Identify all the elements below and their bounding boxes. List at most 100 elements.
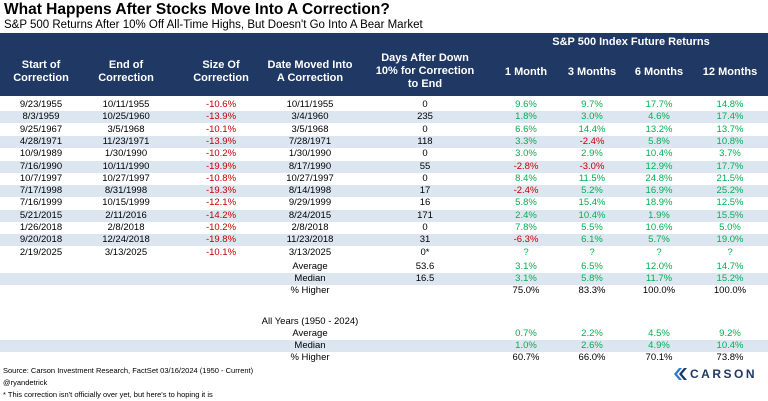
table-cell: 10/9/1989 (19, 148, 63, 160)
all-years-title: All Years (1950 - 2024) (0, 316, 768, 328)
table-header (0, 33, 768, 96)
summary-days: 53.6 (415, 260, 435, 272)
table-cell: 9/20/2018 (19, 234, 63, 246)
all-years-m1: 0.7% (515, 328, 537, 339)
table-cell: -19.9% (205, 160, 237, 172)
table-cell: 10/11/1955 (102, 99, 150, 110)
table-cell: 10/27/1997 (286, 172, 334, 184)
table-cell: 7/16/1990 (19, 160, 63, 172)
summary-m3: 6.5% (581, 260, 603, 272)
table-cell: -10.2% (205, 222, 237, 233)
table-row: 7/16/1999 10/15/1999 -12.1% 9/29/1999 16 5.8%… (0, 197, 768, 209)
all-years-m6: 70.1% (645, 352, 673, 363)
table-cell: 0 (422, 172, 428, 184)
all-years-m1: 60.7% (512, 352, 540, 363)
all-years-row: % Higher 60.7% 66.0% 70.1% 73.8% (0, 352, 768, 364)
column-header: 1 Month (504, 66, 548, 78)
summary-days: 16.5 (415, 272, 435, 284)
table-cell: 55 (419, 160, 431, 172)
table-cell: 235 (417, 111, 433, 123)
carson-logo-text: CARSON (690, 367, 758, 381)
column-header: End of Correction (98, 59, 154, 84)
table-cell: 17.4% (716, 111, 744, 123)
table-cell: 1/30/1990 (104, 148, 148, 160)
table-cell: -10.6% (205, 99, 237, 110)
summary-row: Average 53.6 3.1% 6.5% 12.0% 14.7% (0, 261, 768, 273)
table-cell: 25.2% (716, 185, 744, 197)
table-cell: 10/15/1999 (102, 197, 150, 209)
summary-m3: 5.8% (581, 272, 603, 284)
table-cell: 5/21/2015 (19, 209, 63, 221)
table-cell: -6.3% (513, 234, 539, 246)
table-cell: 15.4% (578, 197, 606, 209)
table-cell: -19.3% (205, 185, 237, 197)
table-cell: 2/19/2025 (19, 246, 63, 258)
summary-m12: 100.0% (713, 284, 747, 296)
column-header: 6 Months (634, 66, 684, 78)
table-cell: 19.0% (716, 234, 744, 246)
table-cell: 1/26/2018 (19, 222, 63, 233)
table-cell: -13.9% (205, 111, 237, 123)
table-row: 8/3/1959 10/25/1960 -13.9% 3/4/1960 235 1.8% 3… (0, 111, 768, 124)
table-cell: 6.6% (515, 123, 537, 135)
table-cell: ? (656, 246, 662, 258)
table-cell: 21.5% (716, 172, 744, 184)
table-cell: 9.6% (515, 99, 537, 110)
table-cell: 11/23/1971 (102, 135, 150, 147)
table-cell: ? (523, 246, 529, 258)
all-years-m12: 9.2% (719, 328, 741, 339)
table-cell: 8/17/1990 (288, 160, 332, 172)
table-row: 2/19/2025 3/13/2025 -10.1% 3/13/2025 0*???? (0, 247, 768, 259)
summary-label: Median (294, 272, 326, 284)
table-cell: 8.4% (515, 172, 537, 184)
summary-m3: 83.3% (578, 284, 606, 296)
table-cell: 1/30/1990 (288, 148, 332, 160)
table-cell: 8/14/1998 (288, 185, 332, 197)
summary-m1: 3.1% (515, 260, 537, 272)
table-cell: 3/5/1968 (107, 123, 145, 135)
table-cell: 10.6% (645, 222, 673, 233)
table-cell: -10.1% (205, 123, 237, 135)
footnote: * This correction isn't officially over … (3, 390, 213, 399)
table-cell: 17.7% (716, 160, 744, 172)
column-header: Size Of Correction (193, 59, 249, 84)
table-cell: 14.8% (716, 99, 744, 110)
table-cell: 11/23/2018 (286, 234, 334, 246)
table-cell: 3.0% (581, 111, 603, 123)
table-cell: -10.1% (205, 246, 237, 258)
table-cell: 9/23/1955 (19, 99, 63, 110)
summary-row: Median 16.5 3.1% 5.8% 11.7% 15.2% (0, 272, 768, 285)
table-cell: 5.0% (719, 222, 741, 233)
table-row: 7/17/1998 8/31/1998 -19.3% 8/14/1998 17 -2.4%… (0, 185, 768, 198)
table-cell: 1.8% (515, 111, 537, 123)
table-cell: 2/8/2018 (107, 222, 145, 233)
table-cell: -2.8% (513, 160, 539, 172)
table-cell: 10/11/1990 (102, 160, 150, 172)
table-cell: 0 (422, 222, 428, 233)
table-cell: 10.8% (716, 135, 744, 147)
source-note: Source: Carson Investment Research, Fact… (3, 366, 254, 375)
all-years-m6: 4.9% (648, 340, 670, 351)
table-cell: 10/27/1997 (102, 172, 150, 184)
table-cell: 8/31/1998 (104, 185, 148, 197)
table-row: 9/20/2018 12/24/2018 -19.8% 11/23/2018 31 -6.… (0, 234, 768, 247)
table-cell: 12/24/2018 (102, 234, 150, 246)
table-cell: 1.9% (648, 209, 670, 221)
table-cell: 9/29/1999 (288, 197, 332, 209)
table-cell: 16 (419, 197, 431, 209)
column-header: Days After Down 10% for Correction to En… (375, 51, 475, 90)
table-cell: 3/13/2025 (104, 246, 148, 258)
table-cell: 3/5/1968 (291, 123, 329, 135)
all-years-m1: 1.0% (515, 340, 537, 351)
table-cell: 10/7/1997 (19, 172, 63, 184)
table-cell: 10/11/1955 (286, 99, 334, 110)
all-years-label: Average (292, 328, 328, 339)
table-cell: 24.8% (645, 172, 673, 184)
column-header: Start of Correction (13, 59, 69, 84)
table-cell: 31 (419, 234, 431, 246)
table-cell: ? (589, 246, 595, 258)
table-cell: 118 (417, 135, 433, 147)
all-years-label: % Higher (290, 352, 330, 363)
all-years-row: Median 1.0% 2.6% 4.9% 10.4% (0, 340, 768, 352)
all-years-m6: 4.5% (648, 328, 670, 339)
